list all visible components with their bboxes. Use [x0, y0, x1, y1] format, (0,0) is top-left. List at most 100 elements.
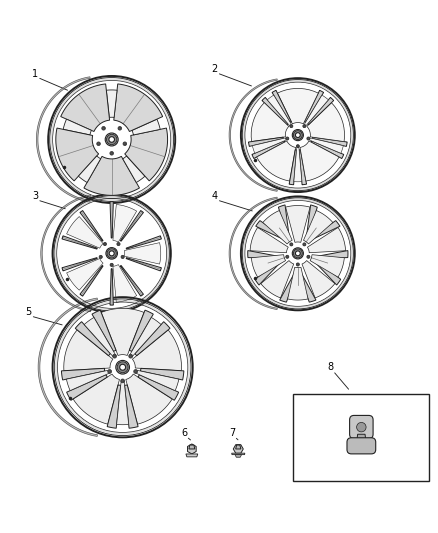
Polygon shape	[286, 206, 310, 243]
Polygon shape	[64, 330, 113, 371]
Circle shape	[110, 151, 113, 155]
Circle shape	[117, 243, 120, 245]
Polygon shape	[267, 95, 291, 126]
Polygon shape	[252, 138, 286, 154]
Polygon shape	[126, 257, 161, 271]
Polygon shape	[62, 236, 97, 249]
Circle shape	[121, 379, 124, 382]
Polygon shape	[107, 385, 121, 428]
Polygon shape	[117, 381, 129, 425]
Polygon shape	[250, 228, 288, 253]
Polygon shape	[280, 268, 299, 302]
Polygon shape	[36, 77, 90, 202]
Polygon shape	[61, 368, 105, 380]
Circle shape	[121, 379, 124, 383]
Circle shape	[97, 142, 100, 146]
Circle shape	[290, 125, 293, 128]
Polygon shape	[232, 453, 245, 455]
Polygon shape	[311, 141, 344, 158]
Polygon shape	[124, 385, 138, 428]
Polygon shape	[261, 261, 294, 298]
Circle shape	[109, 136, 114, 142]
Polygon shape	[233, 445, 243, 453]
Circle shape	[117, 243, 120, 246]
Polygon shape	[236, 445, 241, 449]
Polygon shape	[187, 444, 196, 454]
Polygon shape	[279, 205, 290, 242]
Circle shape	[290, 244, 292, 245]
Polygon shape	[132, 119, 160, 135]
Polygon shape	[67, 375, 107, 400]
Polygon shape	[289, 150, 297, 185]
Polygon shape	[312, 137, 347, 147]
Circle shape	[105, 133, 118, 146]
Text: 8: 8	[328, 362, 334, 372]
Circle shape	[118, 126, 122, 130]
Text: 2: 2	[212, 64, 218, 75]
Polygon shape	[312, 251, 348, 259]
Circle shape	[129, 355, 132, 358]
Circle shape	[120, 364, 126, 370]
Circle shape	[290, 125, 292, 127]
Polygon shape	[310, 255, 344, 277]
Polygon shape	[113, 205, 137, 242]
Circle shape	[357, 423, 366, 432]
Circle shape	[107, 249, 117, 258]
Polygon shape	[129, 310, 153, 351]
Polygon shape	[297, 268, 316, 302]
Circle shape	[307, 256, 309, 258]
Circle shape	[106, 248, 117, 259]
Polygon shape	[101, 309, 144, 356]
Polygon shape	[235, 455, 242, 457]
Text: 3: 3	[32, 191, 38, 201]
Polygon shape	[132, 330, 181, 371]
Polygon shape	[92, 310, 116, 351]
Circle shape	[124, 142, 126, 145]
Polygon shape	[41, 195, 91, 312]
Circle shape	[293, 249, 302, 258]
Text: 7: 7	[229, 428, 235, 438]
Circle shape	[286, 138, 288, 140]
Polygon shape	[61, 84, 110, 132]
Polygon shape	[300, 141, 339, 181]
Circle shape	[286, 255, 289, 259]
Polygon shape	[307, 228, 346, 253]
Polygon shape	[113, 264, 137, 302]
Polygon shape	[56, 128, 99, 181]
Circle shape	[122, 256, 124, 258]
Circle shape	[106, 134, 117, 144]
Circle shape	[303, 125, 306, 128]
Circle shape	[304, 244, 305, 245]
Circle shape	[111, 264, 113, 266]
Polygon shape	[67, 216, 103, 248]
Circle shape	[109, 251, 114, 256]
Polygon shape	[248, 137, 283, 147]
Polygon shape	[106, 90, 117, 117]
Circle shape	[296, 144, 300, 148]
Circle shape	[99, 255, 102, 259]
Polygon shape	[38, 298, 98, 437]
Circle shape	[110, 263, 113, 266]
Polygon shape	[272, 90, 291, 123]
Circle shape	[297, 263, 299, 265]
Circle shape	[304, 125, 305, 127]
Polygon shape	[307, 103, 345, 142]
Polygon shape	[73, 374, 120, 424]
Polygon shape	[84, 318, 116, 357]
Circle shape	[119, 127, 121, 130]
Polygon shape	[302, 261, 335, 298]
Polygon shape	[309, 138, 343, 154]
Polygon shape	[357, 434, 366, 442]
Bar	[293, 393, 429, 481]
Polygon shape	[78, 156, 101, 182]
Polygon shape	[256, 221, 290, 242]
Circle shape	[290, 243, 293, 246]
Polygon shape	[114, 84, 162, 132]
Circle shape	[108, 370, 111, 373]
Circle shape	[104, 243, 106, 245]
Circle shape	[297, 145, 299, 147]
Polygon shape	[294, 148, 302, 182]
Circle shape	[129, 354, 133, 358]
Polygon shape	[123, 156, 145, 182]
Polygon shape	[141, 368, 184, 380]
